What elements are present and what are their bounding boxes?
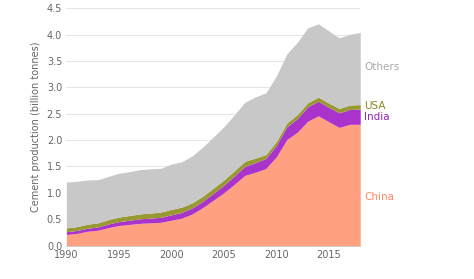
Text: USA: USA <box>365 101 386 111</box>
Text: Others: Others <box>365 62 400 73</box>
Text: China: China <box>365 192 394 202</box>
Y-axis label: Cement production (billion tonnes): Cement production (billion tonnes) <box>31 42 41 212</box>
Text: India: India <box>365 112 390 122</box>
